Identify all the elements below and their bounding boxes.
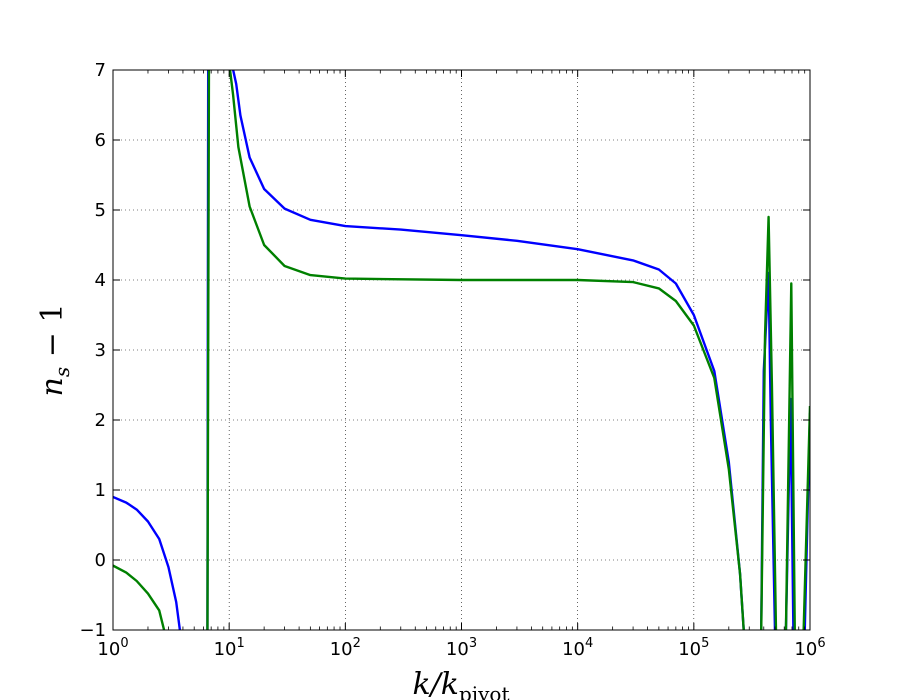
y-tick-label: 3	[95, 340, 106, 361]
y-tick-label: 2	[95, 410, 106, 431]
y-axis-title: ns − 1	[35, 304, 74, 397]
y-tick-label: −1	[79, 620, 106, 641]
series-line-1	[113, 70, 810, 630]
x-tick-label: 105	[678, 636, 709, 660]
x-tick-label: 106	[794, 636, 825, 660]
x-tick-label: 102	[330, 636, 361, 660]
series-group	[113, 70, 810, 630]
y-tick-label: 0	[95, 550, 106, 571]
x-tick-label: 104	[562, 636, 593, 660]
y-tick-label: 4	[95, 270, 106, 291]
ticks	[112, 69, 811, 631]
y-tick-label: 1	[95, 480, 106, 501]
y-tick-label: 6	[95, 130, 106, 151]
y-tick-labels: −1 0 1 2 3 4 5 6 7	[79, 60, 106, 641]
x-tick-label: 103	[446, 636, 477, 660]
series-line-2	[113, 70, 810, 630]
y-tick-label: 5	[95, 200, 106, 221]
x-tick-label: 100	[97, 636, 128, 660]
x-tick-label: 101	[214, 636, 245, 660]
y-tick-label: 7	[95, 60, 106, 81]
x-axis-title: k/kpivot	[412, 667, 509, 700]
x-tick-labels: 100 101 102 103 104 105 106	[97, 636, 825, 660]
